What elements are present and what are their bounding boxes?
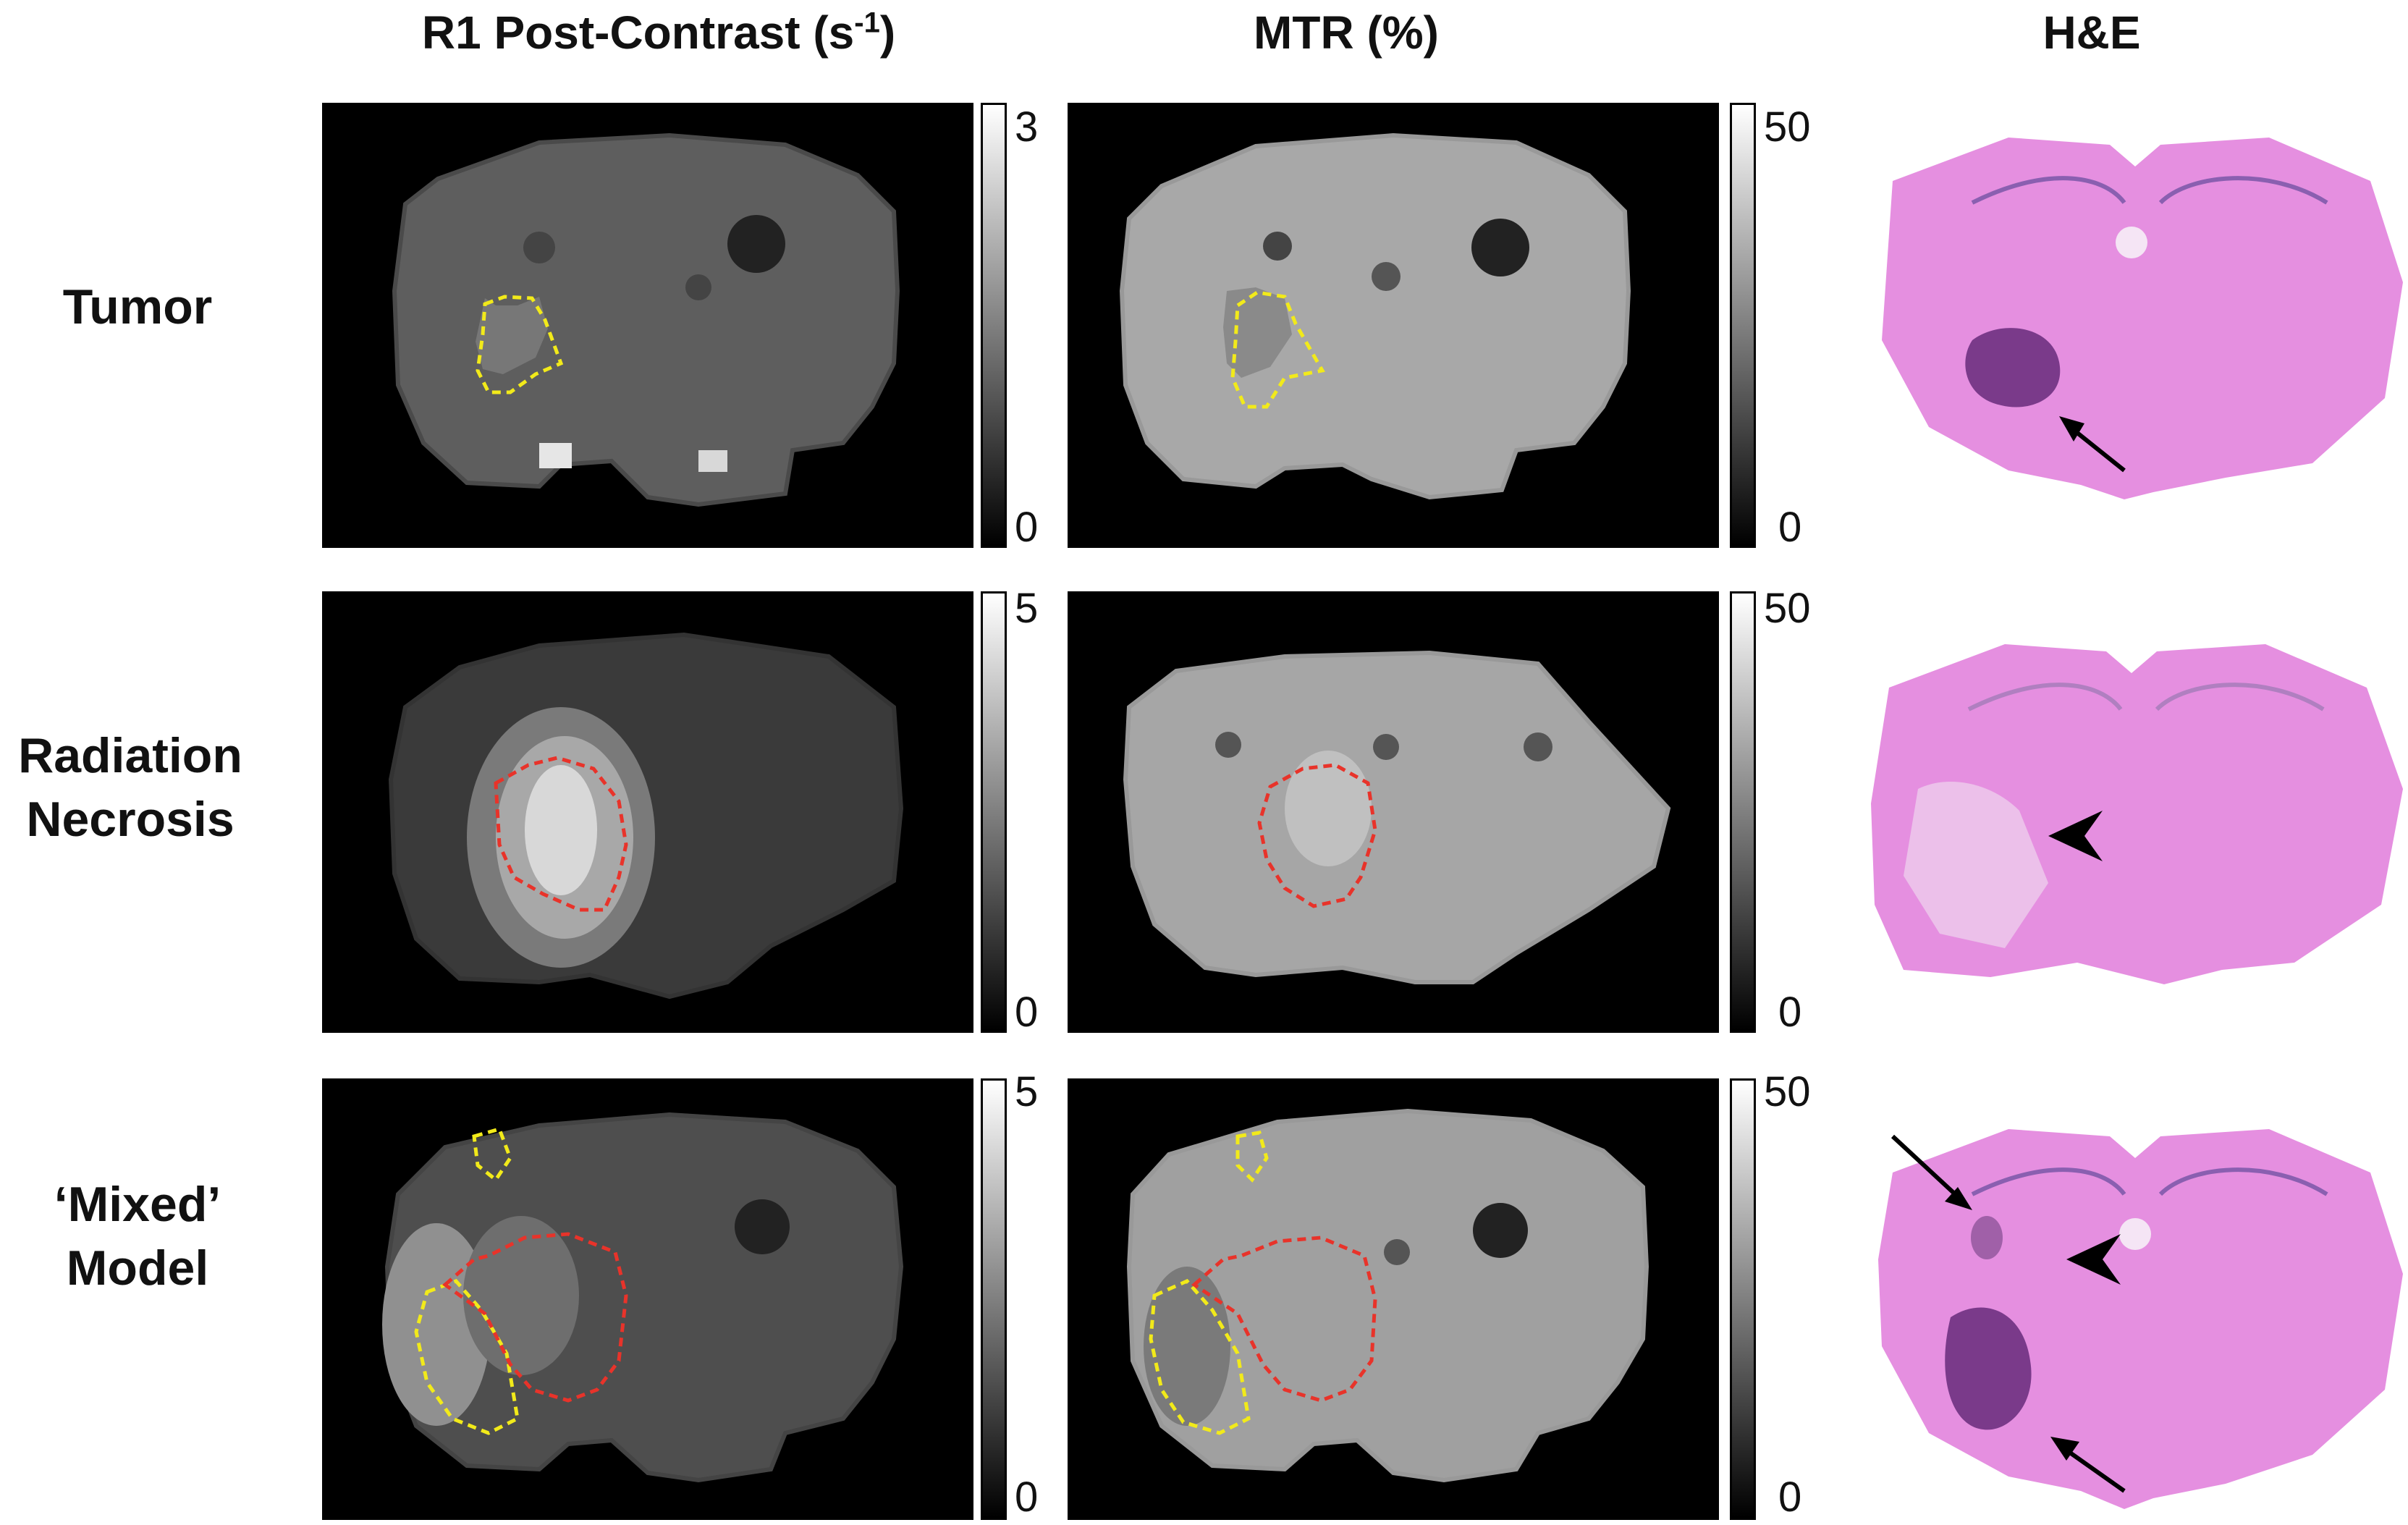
r1-map-mixed-model [322,1078,973,1520]
row-label-mixed-model: ‘Mixed’ Model [54,1177,221,1296]
he-section-radiation-necrosis [1871,644,2403,984]
r1-colorbar-max-radiation-necrosis: 5 [1015,585,1039,632]
mtr-map-mixed-model [1068,1078,1719,1520]
he-section-mixed-model [1878,1129,2403,1509]
r1-colorbar-tumor [981,103,1007,548]
mtr-colorbar-min-radiation-necrosis: 0 [1778,989,1802,1036]
mtr-colorbar-min-tumor: 0 [1778,504,1802,551]
header-mtr: MTR (%) [1254,7,1439,59]
r1-colorbar-radiation-necrosis [981,591,1007,1033]
header-r1: R1 Post-Contrast (s-1) [421,7,896,59]
r1-map-radiation-necrosis [322,591,973,1033]
r1-colorbar-min-radiation-necrosis: 0 [1015,989,1039,1036]
mtr-colorbar-max-mixed-model: 50 [1764,1068,1811,1115]
r1-colorbar-mixed-model [981,1078,1007,1520]
row-label-tumor: Tumor [62,279,213,334]
row-label-radiation-necrosis: Radiation Necrosis [18,728,242,848]
r1-colorbar-min-mixed-model: 0 [1015,1474,1039,1521]
mtr-colorbar-max-tumor: 50 [1764,104,1811,151]
mtr-map-tumor [1068,103,1719,548]
mtr-colorbar-tumor [1730,103,1756,548]
mtr-colorbar-mixed-model [1730,1078,1756,1520]
he-section-tumor [1882,138,2403,499]
r1-colorbar-max-mixed-model: 5 [1015,1068,1039,1115]
mtr-colorbar-radiation-necrosis [1730,591,1756,1033]
mtr-colorbar-max-radiation-necrosis: 50 [1764,585,1811,632]
r1-colorbar-min-tumor: 0 [1015,504,1039,551]
mtr-colorbar-min-mixed-model: 0 [1778,1474,1802,1521]
header-he: H&E [2042,7,2141,59]
mtr-map-radiation-necrosis [1068,591,1719,1033]
r1-colorbar-max-tumor: 3 [1015,104,1039,151]
r1-map-tumor [322,103,973,548]
